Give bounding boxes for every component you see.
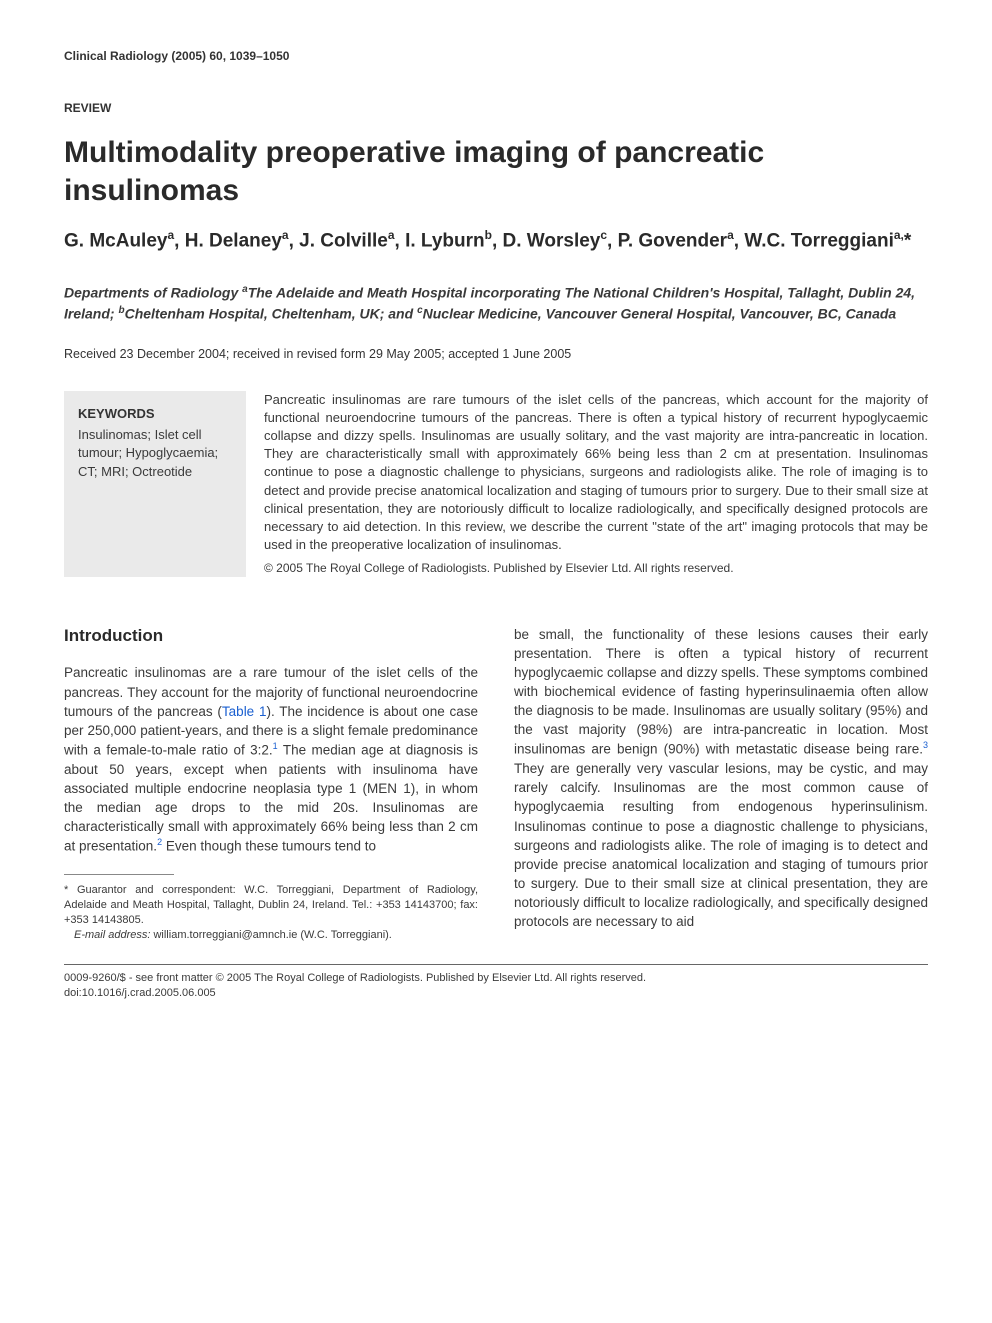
keywords-text: Insulinomas; Islet cell tumour; Hypoglyc… bbox=[78, 426, 232, 481]
email-footnote: E-mail address: william.torreggiani@amnc… bbox=[64, 928, 478, 943]
correspondent-footnote: * Guarantor and correspondent: W.C. Torr… bbox=[64, 883, 478, 928]
article-type: REVIEW bbox=[64, 100, 928, 116]
footer-doi: doi:10.1016/j.crad.2005.06.005 bbox=[64, 986, 928, 1001]
abstract-container: Pancreatic insulinomas are rare tumours … bbox=[264, 391, 928, 577]
body-columns: Introduction Pancreatic insulinomas are … bbox=[64, 625, 928, 943]
footnote-rule bbox=[64, 874, 174, 875]
abstract-block: KEYWORDS Insulinomas; Islet cell tumour;… bbox=[64, 391, 928, 577]
intro-paragraph-col2: be small, the functionality of these les… bbox=[514, 625, 928, 932]
footer-copyright: 0009-9260/$ - see front matter © 2005 Th… bbox=[64, 971, 928, 986]
affiliations: Departments of Radiology aThe Adelaide a… bbox=[64, 283, 928, 324]
section-heading-introduction: Introduction bbox=[64, 625, 478, 648]
footer-rule bbox=[64, 964, 928, 965]
authors: G. McAuleya, H. Delaneya, J. Colvillea, … bbox=[64, 227, 928, 255]
article-dates: Received 23 December 2004; received in r… bbox=[64, 346, 928, 363]
abstract-text: Pancreatic insulinomas are rare tumours … bbox=[264, 391, 928, 555]
keywords-heading: KEYWORDS bbox=[78, 405, 232, 423]
abstract-copyright: © 2005 The Royal College of Radiologists… bbox=[264, 560, 928, 576]
article-title: Multimodality preoperative imaging of pa… bbox=[64, 134, 928, 209]
column-left: Introduction Pancreatic insulinomas are … bbox=[64, 625, 478, 943]
column-right: be small, the functionality of these les… bbox=[514, 625, 928, 943]
intro-paragraph-col1: Pancreatic insulinomas are a rare tumour… bbox=[64, 663, 478, 856]
keywords-box: KEYWORDS Insulinomas; Islet cell tumour;… bbox=[64, 391, 246, 577]
journal-header: Clinical Radiology (2005) 60, 1039–1050 bbox=[64, 48, 928, 64]
